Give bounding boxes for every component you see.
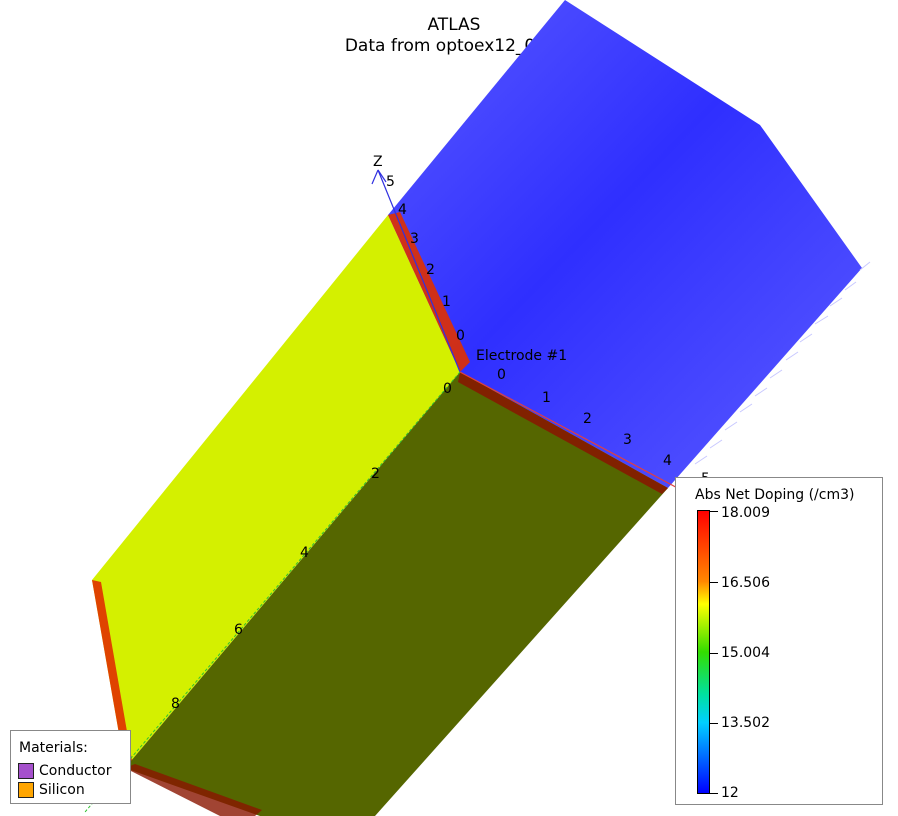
z-tick-5: 5: [386, 174, 395, 190]
z-tick-1: 1: [442, 294, 451, 310]
colorbar-tick-label: 18.009: [721, 505, 770, 521]
z-tick-0: 0: [456, 328, 465, 344]
title-line-1: ATLAS: [427, 15, 481, 35]
x-tick-2: 2: [583, 411, 592, 427]
electrode-label: Electrode #1: [476, 348, 567, 364]
yellow-face-left-edge: [92, 580, 133, 768]
x-axis-line: [459, 371, 701, 501]
olive-face-top-edge: [458, 372, 668, 494]
x-tick-1: 1: [542, 390, 551, 406]
front-face-olive: [125, 372, 668, 816]
material-item-conductor: Conductor: [18, 763, 111, 779]
colorbar-title: Abs Net Doping (/cm3): [695, 487, 855, 503]
z-tick-4: 4: [398, 202, 407, 218]
material-swatch: [18, 782, 34, 798]
x-tick-0: 0: [497, 367, 506, 383]
colorbar-tick-label: 12: [721, 785, 739, 801]
y-axis: 0 2 4 6 8: [84, 371, 461, 813]
colorbar-legend: Abs Net Doping (/cm3) 18.009 16.506 15.0…: [675, 477, 883, 805]
z-axis: Z 0 1 2 3 4 5: [371, 154, 465, 373]
y-tick-8: 8: [171, 696, 180, 712]
y-tick-2: 2: [371, 466, 380, 482]
z-tick-3: 3: [410, 231, 419, 247]
x-tick-3: 3: [623, 432, 632, 448]
y-tick-4: 4: [300, 545, 309, 561]
colorbar-gradient: [697, 510, 710, 794]
colorbar-tick-mark: [710, 511, 718, 512]
colorbar-tick-mark: [710, 582, 718, 583]
colorbar-tick-label: 13.502: [721, 715, 770, 731]
z-axis-line: [377, 169, 461, 373]
materials-legend: Materials: Conductor Silicon: [10, 730, 131, 804]
top-face-blue: [388, 0, 862, 488]
colorbar-tick-mark: [710, 723, 718, 724]
z-axis-name: Z: [373, 154, 383, 170]
plot-title: ATLAS Data from optoex12_0.str: [0, 15, 898, 57]
olive-face-bottom-edge: [125, 764, 262, 816]
colorbar-tick-label: 15.004: [721, 645, 770, 661]
yellow-face-top-edge: [388, 212, 470, 372]
title-line-2: Data from optoex12_0.str: [344, 36, 564, 56]
z-axis-arrow: [371, 169, 387, 185]
side-face-yellow: [92, 215, 460, 768]
material-label: Conductor: [39, 763, 112, 779]
colorbar-tick-mark: [710, 653, 718, 654]
material-item-silicon: Silicon: [18, 782, 85, 798]
x-tick-4: 4: [663, 453, 672, 469]
material-label: Silicon: [39, 782, 85, 798]
y-axis-line: [84, 371, 461, 813]
blue-face-fringe: [694, 261, 871, 465]
y-tick-0: 0: [443, 381, 452, 397]
material-swatch: [18, 763, 34, 779]
colorbar-tick-label: 16.506: [721, 575, 770, 591]
y-tick-6: 6: [234, 622, 243, 638]
materials-title: Materials:: [19, 740, 88, 756]
colorbar-tick-mark: [710, 793, 718, 794]
z-tick-2: 2: [426, 262, 435, 278]
